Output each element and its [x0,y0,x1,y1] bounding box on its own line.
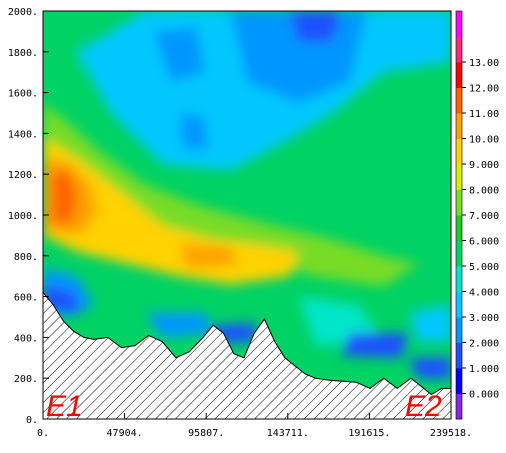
contour-region-6 [43,102,418,287]
contour-region-18 [409,304,451,342]
contour-region-2 [290,11,342,42]
y-tick-label: 2000. [8,7,38,18]
colorbar-swatch [456,215,462,241]
colorbar-label: 7.000 [469,211,499,222]
x-axis: 0. 47904. 95807. 143711. 191615. 239518. [37,413,472,439]
colorbar-label: 8.000 [469,186,499,197]
colorbar-swatch [456,342,462,369]
colorbar-swatch [456,240,462,267]
colorbar-label: 2.000 [469,339,499,350]
colorbar-swatch [456,266,462,292]
colorbar-swatch [456,189,462,216]
contour-region-3 [153,27,205,83]
colorbar: 0.000 1.000 2.000 3.000 4.000 5.000 6.000 7.000… [455,10,499,420]
colorbar-swatch [456,393,462,420]
colorbar-swatch [456,291,462,318]
contour-region-17 [409,357,451,379]
y-tick-label: 1600. [8,89,38,100]
colorbar-swatch [456,87,462,114]
contour-region-9 [51,170,78,224]
colorbar-label: 13.00 [469,58,499,69]
plot-area [43,11,451,419]
contour-region-5 [51,31,81,83]
x-tick-label: 47904. [107,428,143,439]
contour-region-7 [43,137,299,285]
colorbar-label: 10.00 [469,135,499,146]
colorbar-label: 1.000 [469,364,499,375]
colorbar-swatch [456,317,462,343]
y-tick-label: 800. [14,252,38,263]
colorbar-label: 6.000 [469,237,499,248]
colorbar-label: 4.000 [469,288,499,299]
colorbar-swatch [456,164,462,190]
colorbar-swatch [456,113,462,139]
y-tick-label: 1800. [8,48,38,59]
colorbar-label: 5.000 [469,262,499,273]
y-tick-label: 1400. [8,129,38,140]
colorbar-label: 11.00 [469,109,499,120]
y-axis: 0. 200. 400. 600. 800. 1000. 1200. 1400. 1600. 18… [8,7,49,426]
colorbar-swatch [456,36,462,63]
contour-region-16 [341,333,410,358]
y-tick-label: 600. [14,293,38,304]
colorbar-label: 0.000 [469,390,499,401]
y-tick-label: 1000. [8,211,38,222]
contour-region-13 [145,312,214,338]
colorbar-swatch [456,62,462,88]
field-contours [43,11,451,379]
colorbar-swatch [456,138,462,165]
endpoint-label-e2: E2 [405,390,442,423]
y-tick-label: 400. [14,333,38,344]
y-tick-label: 200. [14,374,38,385]
x-tick-label: 191615. [348,428,390,439]
contour-region-4 [179,113,209,150]
y-tick-label: 1200. [8,170,38,181]
y-tick-label: 0. [26,415,38,426]
contour-region-10 [179,243,239,268]
colorbar-label: 9.000 [469,160,499,171]
x-tick-label: 143711. [267,428,309,439]
colorbar-label: 3.000 [469,313,499,324]
colorbar-swatch [456,368,462,394]
colorbar-label: 12.00 [469,84,499,95]
terrain-hatch [43,291,451,419]
x-tick-label: 95807. [188,428,224,439]
x-tick-label: 239518. [430,428,472,439]
x-tick-label: 0. [37,428,49,439]
colorbar-swatch [456,11,462,37]
endpoint-label-e1: E1 [46,390,83,423]
